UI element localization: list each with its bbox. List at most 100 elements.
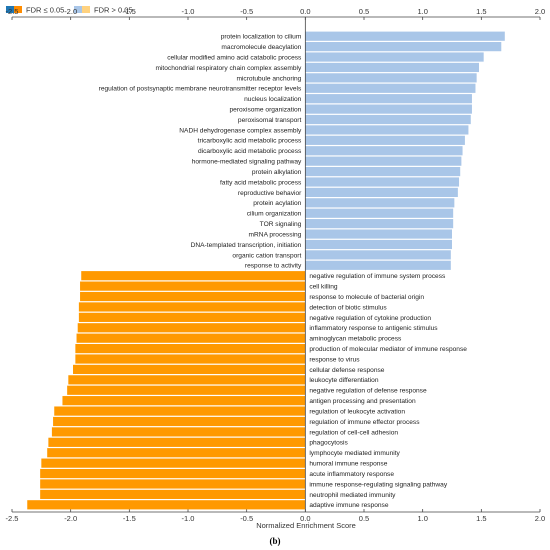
bar (305, 125, 469, 135)
x-axis-title: Normalized Enrichment Score (256, 521, 356, 530)
category-labels: protein localization to cilium macromolec… (99, 34, 468, 510)
bottom-tick-label: 1.5 (476, 514, 486, 523)
category-label: response to virus (309, 356, 360, 363)
category-label: regulation of immune effector process (309, 419, 420, 426)
bottom-tick-label: 0.0 (300, 514, 310, 523)
category-label: dicarboxylic acid metabolic process (198, 148, 302, 155)
category-label: microtubule anchoring (236, 75, 301, 82)
legend-label-fdr-gt: FDR > 0.05 (94, 6, 133, 15)
bar (51, 427, 306, 437)
bar (76, 333, 306, 343)
bar (305, 31, 505, 41)
top-tick-label: 1.5 (476, 7, 486, 16)
bottom-tick-label: 1.0 (417, 514, 427, 523)
bottom-tick-label: 0.5 (359, 514, 369, 523)
bar (305, 73, 477, 83)
top-tick-label: 0.0 (300, 7, 310, 16)
bar (305, 250, 451, 260)
category-label: phagocytosis (309, 440, 348, 447)
bar (305, 135, 465, 145)
legend-swatch-fdr-gt-orange (82, 6, 90, 13)
category-label: cellular modified amino acid catabolic p… (167, 54, 302, 61)
category-label: negative regulation of cytokine producti… (309, 315, 431, 322)
category-label: TOR signaling (260, 221, 302, 228)
category-label: cell killing (309, 284, 338, 291)
bottom-tick-label: -1.0 (182, 514, 195, 523)
bottom-tick-label: -2.0 (64, 514, 77, 523)
bar (54, 406, 306, 416)
category-label: tricarboxylic acid metabolic process (198, 138, 302, 145)
category-label: aminoglycan metabolic process (309, 336, 402, 343)
category-label: protein alkylation (252, 169, 302, 176)
top-axis: -2.5 -2.0 -1.5 -1.0 -0.5 0.0 0.5 1.0 1.5 2.0 (6, 7, 545, 20)
bar (62, 396, 306, 406)
category-label: regulation of leukocyte activation (309, 408, 405, 415)
category-label: cellular defense response (309, 367, 384, 374)
bar (81, 271, 306, 281)
bar (305, 239, 452, 250)
bar (40, 489, 306, 499)
category-label: immune response-regulating signaling pat… (309, 481, 448, 488)
category-label: inflammatory response to antigenic stimu… (309, 325, 438, 332)
category-label: detection of biotic stimulus (309, 304, 387, 311)
bar (305, 260, 451, 270)
category-label: regulation of postsynaptic membrane neur… (99, 86, 302, 93)
bottom-tick-label: -0.5 (240, 514, 253, 523)
bar (305, 177, 460, 187)
top-tick-label: 1.0 (417, 7, 427, 16)
top-tick-label: -1.5 (123, 7, 136, 16)
legend-label-fdr-le: FDR ≤ 0.05 (26, 6, 64, 15)
category-label: adaptive immune response (309, 502, 389, 509)
category-label: peroxisomal transport (238, 117, 302, 124)
bar (53, 416, 306, 427)
bar (78, 302, 306, 312)
top-tick-label: 0.5 (359, 7, 369, 16)
category-label: leukocyte differentiation (309, 377, 378, 384)
bar (47, 448, 306, 458)
top-tick-label: -1.0 (182, 7, 195, 16)
panel-label: (b) (270, 536, 281, 546)
category-label: production of molecular mediator of immu… (309, 346, 467, 353)
bar (305, 83, 476, 93)
category-label: mitochondrial respiratory chain complex … (155, 65, 302, 72)
category-label: reproductive behavior (238, 190, 302, 197)
category-label: response to molecule of bacterial origin (309, 294, 424, 301)
bottom-tick-label: -2.5 (6, 514, 19, 523)
bar (75, 354, 306, 364)
legend: FDR ≤ 0.05 FDR > 0.05 (6, 6, 133, 15)
bar (305, 62, 479, 73)
category-label: response to activity (245, 263, 302, 270)
category-label: neutrophil mediated immunity (309, 492, 396, 499)
bar (80, 281, 306, 291)
category-label: cilium organization (247, 211, 302, 218)
category-label: DNA-templated transcription, initiation (191, 242, 302, 249)
bottom-tick-label: 2.0 (535, 514, 545, 523)
bar (305, 52, 484, 62)
category-label: antigen processing and presentation (309, 398, 416, 405)
category-label: macromolecule deacylation (221, 44, 301, 51)
bar (305, 42, 502, 52)
bottom-axis: -2.5 -2.0 -1.5 -1.0 -0.5 0.0 0.5 1.0 1.5 2.0 (6, 509, 545, 523)
bar (41, 458, 306, 468)
top-tick-label: -2.5 (6, 7, 19, 16)
bar (77, 323, 306, 333)
bar (48, 437, 306, 447)
bar (305, 187, 458, 198)
bar (80, 291, 306, 302)
bar (305, 229, 452, 239)
bar (67, 385, 306, 395)
top-tick-label: -2.0 (64, 7, 77, 16)
bar (78, 312, 306, 322)
bar (68, 375, 306, 385)
category-label: NADH dehydrogenase complex assembly (179, 127, 302, 134)
category-label: organic cation transport (232, 252, 301, 259)
bars (27, 31, 505, 510)
category-label: protein localization to cilium (221, 34, 302, 41)
top-tick-label: -0.5 (240, 7, 253, 16)
category-label: hormone-mediated signaling pathway (192, 159, 302, 166)
bar (305, 208, 454, 218)
category-label: peroxisome organization (229, 106, 301, 113)
bar (73, 364, 306, 375)
category-label: lymphocyte mediated immunity (309, 450, 400, 457)
